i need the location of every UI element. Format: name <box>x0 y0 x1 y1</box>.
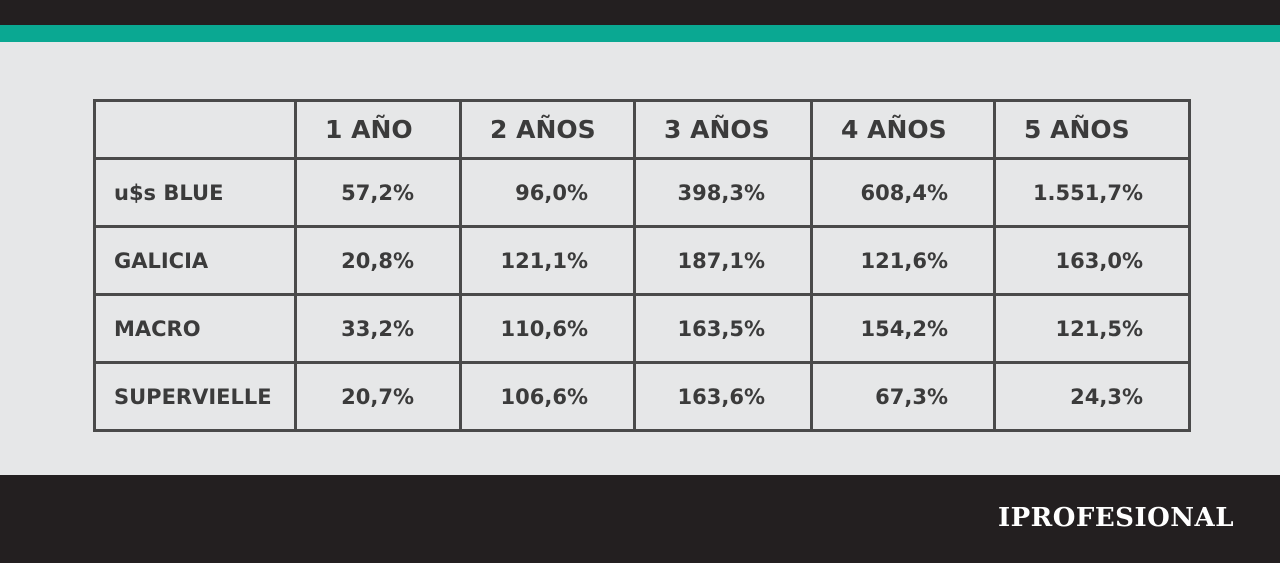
header-row: 1 AÑO 2 AÑOS 3 AÑOS 4 AÑOS 5 AÑOS <box>93 99 1191 160</box>
brand: IPROFESIONAL <box>997 503 1234 533</box>
value-cell: 154,2% <box>810 293 996 364</box>
value-cell: 57,2% <box>294 157 462 228</box>
column-header: 1 AÑO <box>294 99 462 160</box>
value-cell: 24,3% <box>993 361 1191 432</box>
row-label: u$s BLUE <box>93 157 297 228</box>
value-cell: 20,7% <box>294 361 462 432</box>
row-label: MACRO <box>93 293 297 364</box>
top-bar <box>0 0 1280 25</box>
row-label: SUPERVIELLE <box>93 361 297 432</box>
table-row: GALICIA 20,8% 121,1% 187,1% 121,6% 163,0% <box>93 225 1191 296</box>
table-body: u$s BLUE 57,2% 96,0% 398,3% 608,4% 1.551,7% GA… <box>93 157 1191 432</box>
value-cell: 106,6% <box>459 361 636 432</box>
value-cell: 121,5% <box>993 293 1191 364</box>
value-cell: 121,1% <box>459 225 636 296</box>
value-cell: 20,8% <box>294 225 462 296</box>
footer: IPROFESIONAL <box>0 475 1280 563</box>
value-cell: 398,3% <box>633 157 813 228</box>
corner-cell <box>93 99 297 160</box>
column-header: 2 AÑOS <box>459 99 636 160</box>
accent-bar <box>0 25 1280 42</box>
value-cell: 163,6% <box>633 361 813 432</box>
value-cell: 121,6% <box>810 225 996 296</box>
value-cell: 110,6% <box>459 293 636 364</box>
table-row: SUPERVIELLE 20,7% 106,6% 163,6% 67,3% 24,3% <box>93 361 1191 432</box>
value-cell: 163,5% <box>633 293 813 364</box>
row-label: GALICIA <box>93 225 297 296</box>
table-row: MACRO 33,2% 110,6% 163,5% 154,2% 121,5% <box>93 293 1191 364</box>
column-header: 4 AÑOS <box>810 99 996 160</box>
value-cell: 187,1% <box>633 225 813 296</box>
column-header: 3 AÑOS <box>633 99 813 160</box>
returns-table: 1 AÑO 2 AÑOS 3 AÑOS 4 AÑOS 5 AÑOS u$s BLUE 57… <box>93 99 1191 432</box>
value-cell: 67,3% <box>810 361 996 432</box>
table-row: u$s BLUE 57,2% 96,0% 398,3% 608,4% 1.551,7% <box>93 157 1191 228</box>
value-cell: 1.551,7% <box>993 157 1191 228</box>
value-cell: 163,0% <box>993 225 1191 296</box>
column-header: 5 AÑOS <box>993 99 1191 160</box>
value-cell: 33,2% <box>294 293 462 364</box>
value-cell: 96,0% <box>459 157 636 228</box>
value-cell: 608,4% <box>810 157 996 228</box>
